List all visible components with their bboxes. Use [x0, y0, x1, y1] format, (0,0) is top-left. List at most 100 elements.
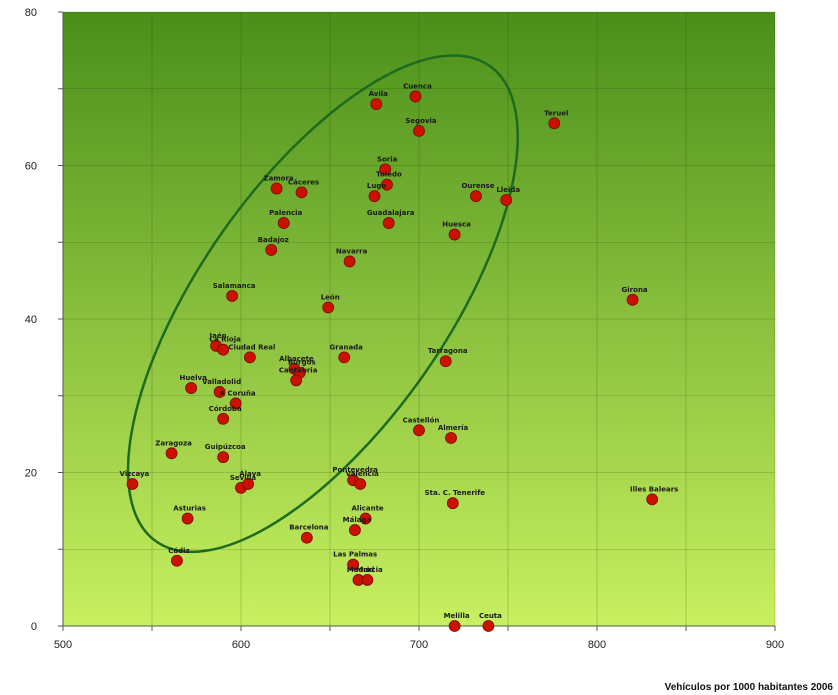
x-axis-label: Vehículos por 1000 habitantes 2006: [665, 682, 834, 693]
point-label: Lleida: [496, 186, 520, 194]
data-point: [290, 374, 303, 387]
point-label: Valencia: [346, 470, 379, 478]
x-tick-label: 800: [588, 639, 606, 651]
y-tick-label: 0: [31, 621, 37, 633]
point-label: Teruel: [544, 109, 568, 117]
y-tick-label: 60: [25, 161, 37, 173]
data-point: [409, 90, 422, 103]
point-label: Huelva: [180, 374, 208, 382]
point-label: Lugo: [367, 182, 386, 190]
data-point: [322, 301, 335, 314]
point-label: Illes Balears: [630, 485, 678, 493]
data-point: [217, 451, 230, 464]
data-point: [185, 382, 198, 394]
data-point: [381, 178, 393, 191]
data-point: [439, 355, 452, 368]
point-labels: Ávila Cuenca Segovia Teruel Soria Toledo Lugo Z…: [120, 82, 679, 620]
point-label: Murcia: [356, 566, 383, 574]
data-point: [626, 293, 639, 306]
x-tick-label: 900: [766, 639, 784, 651]
data-point: [548, 117, 561, 130]
data-point: [446, 497, 459, 510]
x-axis-ticks: 500 600 700 800 900: [54, 626, 784, 651]
point-label: Castellón: [403, 416, 440, 424]
cluster-ellipse: [126, 54, 519, 554]
point-label: Córdoba: [209, 405, 242, 413]
data-point: [338, 351, 351, 364]
point-label: Cuenca: [403, 82, 432, 90]
data-point: [370, 98, 383, 110]
data-point: [361, 574, 374, 586]
data-point: [217, 412, 230, 425]
plot-background: [63, 12, 775, 626]
data-point: [300, 531, 313, 544]
data-point: [165, 447, 178, 460]
point-label: Toledo: [376, 171, 402, 179]
x-tick-label: 700: [410, 639, 428, 651]
data-point: [379, 163, 392, 176]
data-point: [413, 424, 425, 437]
data-point: [343, 255, 356, 268]
data-point: [646, 493, 659, 506]
point-label: Cádiz: [168, 547, 189, 555]
point-label: Guipúzcoa: [205, 443, 246, 451]
data-point: [217, 343, 230, 356]
point-label: Ávila: [369, 89, 389, 98]
point-label: La Rioja: [210, 336, 242, 344]
data-point: [382, 217, 395, 229]
point-label: Albacete: [279, 355, 314, 363]
data-point: [349, 524, 361, 536]
data-point: [448, 228, 461, 241]
data-point: [445, 432, 457, 444]
point-label: Badajoz: [258, 236, 289, 244]
point-label: Tarragona: [428, 347, 468, 355]
data-point: [470, 190, 482, 203]
data-point: [229, 397, 242, 410]
data-point: [368, 190, 381, 203]
point-label: Burgos: [288, 359, 316, 367]
point-label: Melilla: [444, 612, 470, 620]
point-label: Ourense: [461, 182, 494, 190]
point-label: Zaragoza: [155, 439, 192, 447]
point-label: Barcelona: [289, 524, 329, 532]
data-point: [413, 125, 425, 137]
point-label: Palencia: [269, 209, 302, 217]
point-label: Ciudad Real: [228, 343, 275, 351]
data-points: [126, 90, 659, 632]
data-point: [226, 290, 239, 302]
data-point: [448, 620, 461, 632]
x-tick-label: 600: [232, 639, 250, 651]
data-point: [277, 217, 290, 229]
data-point: [242, 478, 255, 490]
point-label: Asturias: [173, 505, 206, 513]
point-label: Sevilla: [230, 474, 257, 482]
y-tick-label: 20: [25, 468, 37, 480]
point-label: Segovia: [405, 117, 437, 125]
point-label: A Coruña: [220, 389, 256, 397]
point-label: Sta. C. Tenerife: [425, 489, 486, 497]
y-tick-label: 80: [25, 7, 37, 19]
point-label: Las Palmas: [333, 551, 377, 559]
data-point: [354, 478, 367, 490]
point-label: Ceuta: [479, 612, 502, 620]
data-point: [265, 244, 278, 256]
point-label: Cantabria: [279, 366, 318, 374]
point-label: Cáceres: [288, 178, 319, 186]
data-point: [243, 351, 256, 364]
data-point: [482, 620, 495, 632]
cluster-ellipse-shape: [126, 54, 519, 554]
point-label: Granada: [330, 343, 364, 351]
data-point: [359, 512, 372, 525]
data-point: [181, 512, 194, 525]
point-label: Málaga: [343, 516, 372, 524]
point-label: Jaén: [209, 332, 227, 340]
point-label: Almería: [438, 424, 469, 432]
point-label: Huesca: [442, 221, 471, 229]
point-label: Alicante: [352, 505, 384, 513]
y-tick-label: 40: [25, 314, 37, 326]
point-label: Pontevedra: [332, 466, 378, 474]
data-point: [347, 558, 360, 571]
point-label: León: [321, 293, 340, 301]
point-label: Álava: [239, 469, 261, 478]
